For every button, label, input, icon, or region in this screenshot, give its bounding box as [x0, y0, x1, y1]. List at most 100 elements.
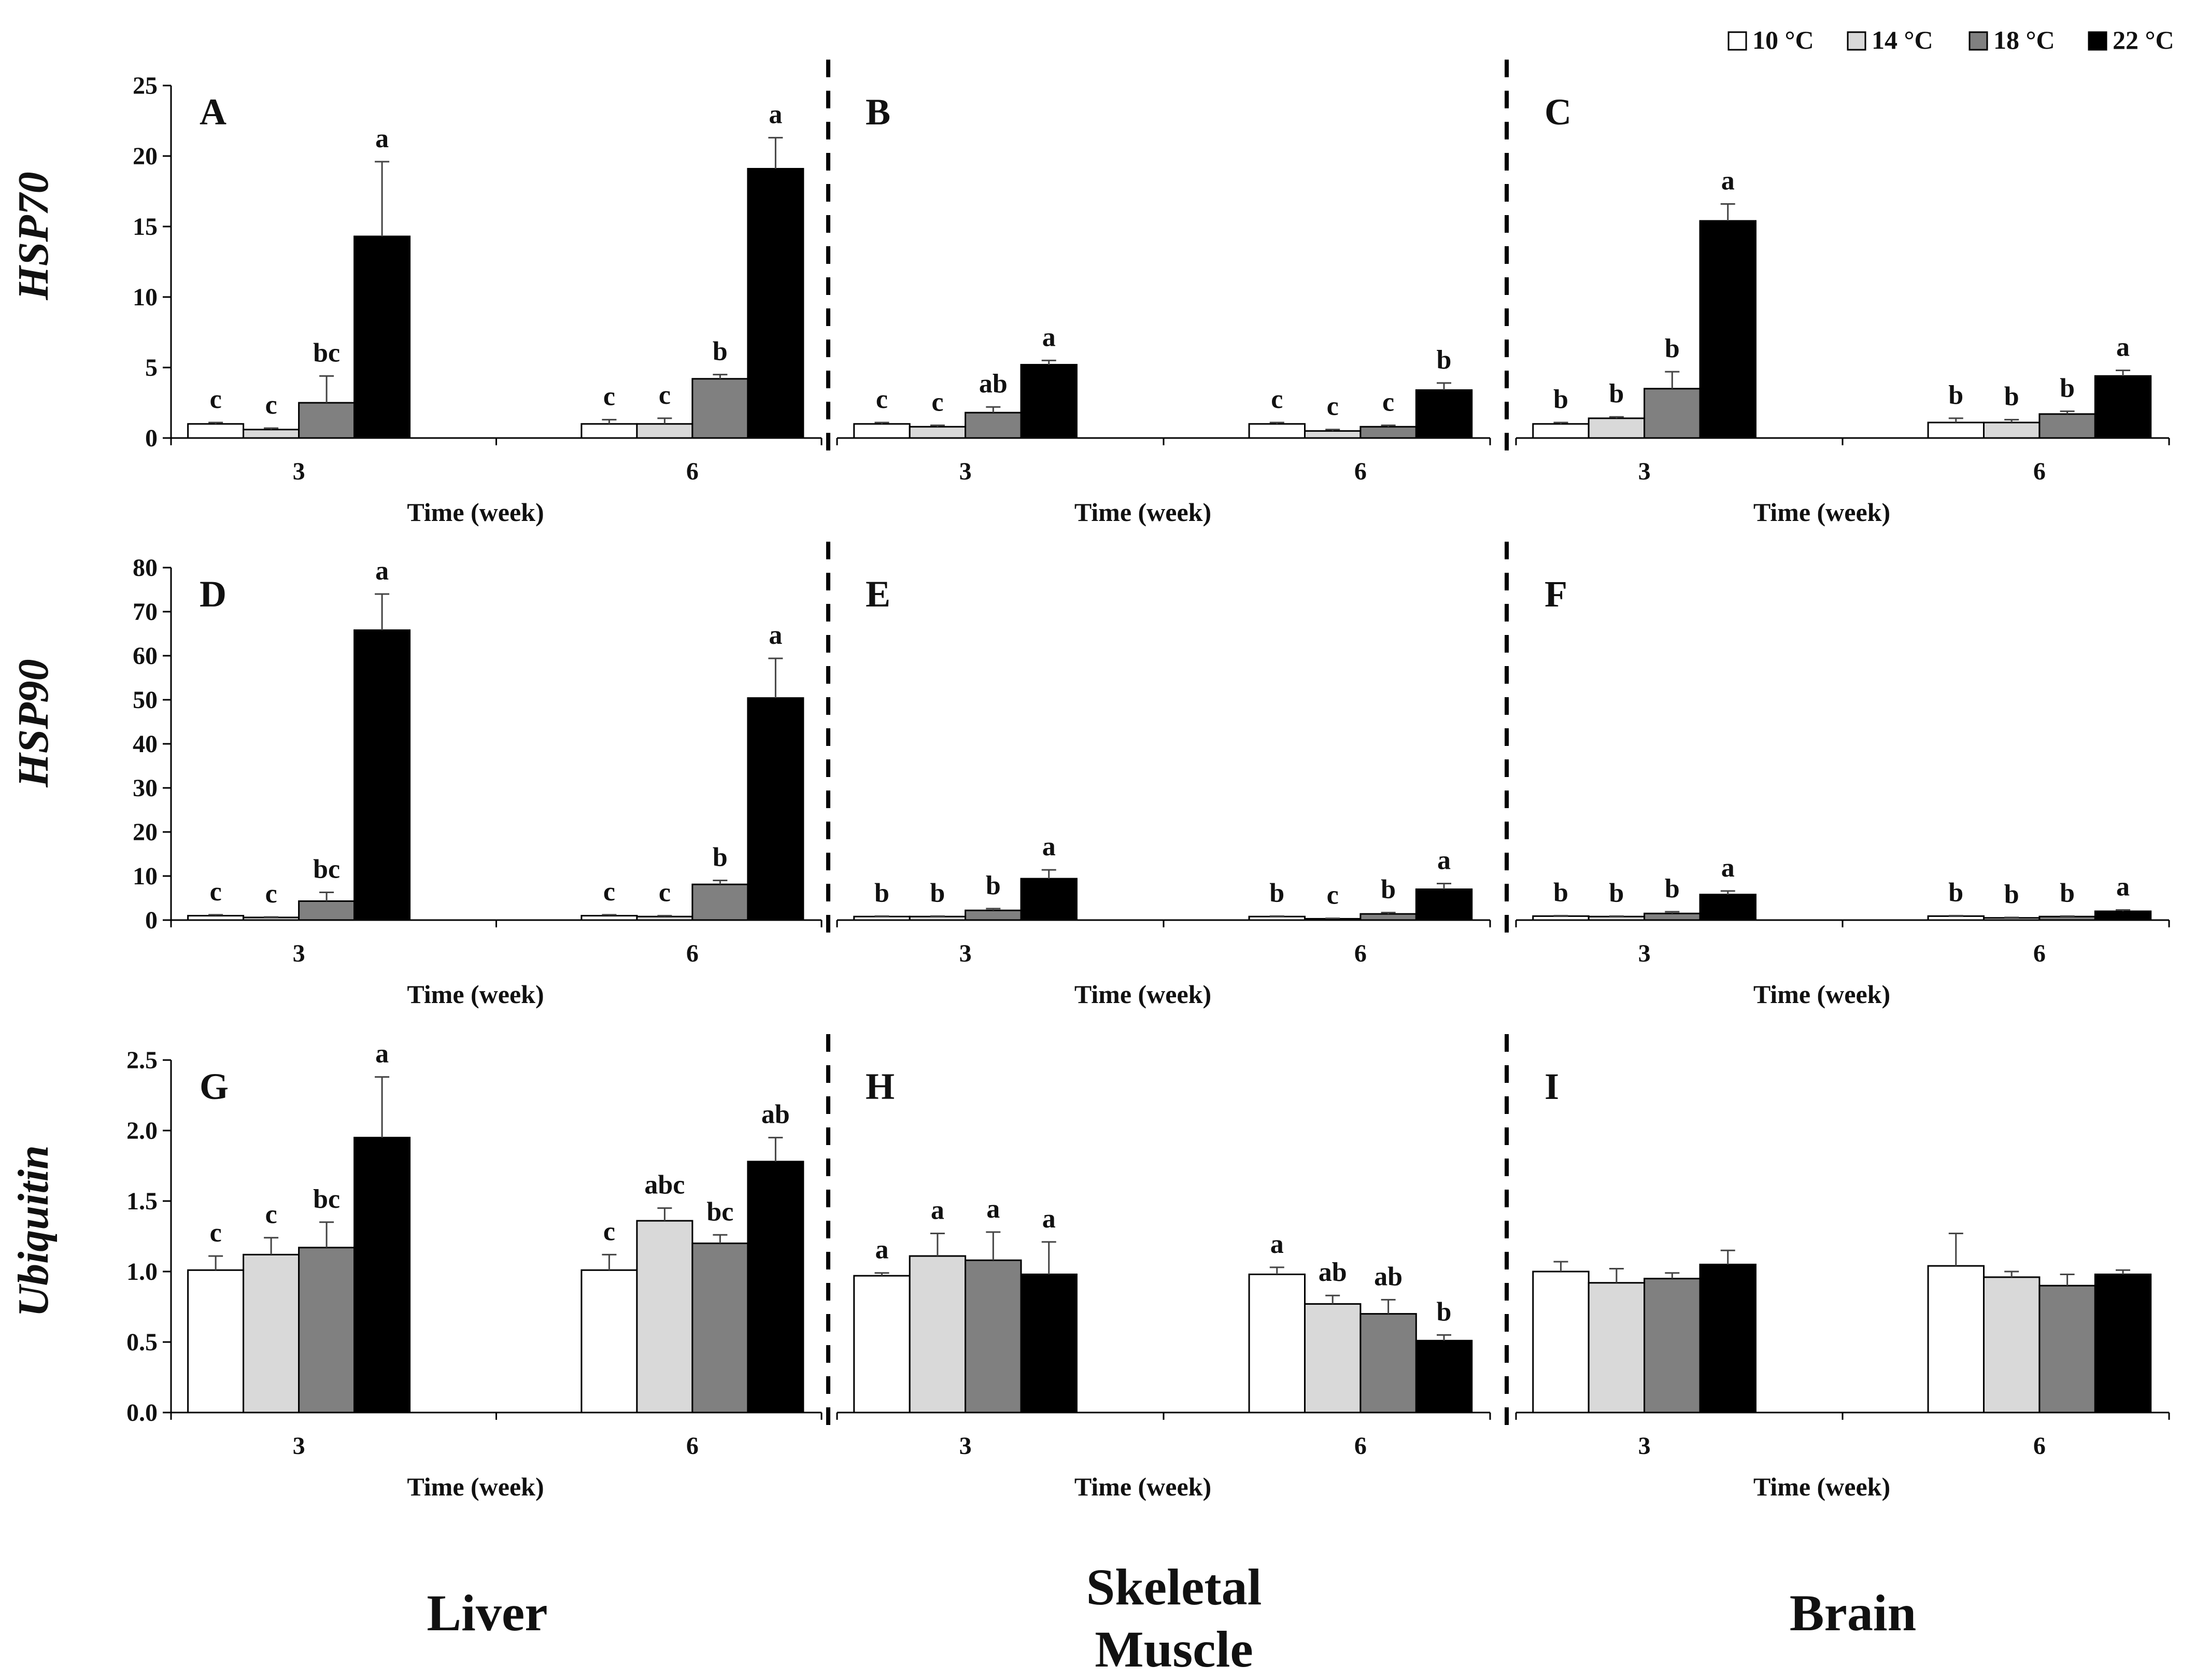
- x-axis-title: Time (week): [1074, 980, 1211, 1009]
- chart-panel-a: 0 5 10 15 20 25 c c bc a 3 c c b a 6 Time (week) A: [133, 72, 823, 527]
- significance-letter: b: [1437, 345, 1452, 375]
- chart-panel-d: 0 10 20 30 40 50 60 70 80 c c bc a 3 c c b a 6 Time (week) D: [133, 554, 823, 1009]
- significance-letter: bc: [313, 1184, 340, 1214]
- significance-letter: b: [2004, 880, 2019, 909]
- column-labels: Liver Skeletal Muscle Brain: [427, 1558, 1916, 1678]
- bar-3-14c: [909, 426, 967, 439]
- significance-letter: c: [603, 877, 615, 907]
- significance-letter: a: [986, 1194, 1000, 1224]
- significance-letter: b: [1948, 878, 1963, 908]
- column-label-line: Skeletal: [1086, 1558, 1262, 1616]
- bar-6-10c: [1248, 1273, 1306, 1414]
- significance-letter: c: [1327, 392, 1339, 421]
- significance-letter: a: [1042, 1204, 1056, 1234]
- y-tick-label: 25: [133, 72, 158, 100]
- significance-letter: b: [1948, 380, 1963, 410]
- bar-6-22c: [2094, 1273, 2152, 1414]
- column-label-line: Muscle: [1095, 1620, 1253, 1678]
- x-tick-label: 6: [686, 458, 699, 485]
- bar-3-14c: [243, 1253, 300, 1414]
- bar-3-22c: [353, 235, 411, 439]
- row-label: HSP70: [9, 172, 58, 300]
- bar-3-14c: [1588, 1282, 1646, 1414]
- legend-label: 14 °C: [1872, 25, 1933, 54]
- legend-swatch: [1727, 31, 1747, 51]
- bar-6-22c: [2094, 910, 2152, 921]
- significance-letter: b: [1665, 334, 1680, 363]
- bar-6-10c: [1927, 421, 1985, 439]
- x-axis-title: Time (week): [1753, 980, 1890, 1009]
- panel-label: H: [866, 1066, 895, 1107]
- significance-letter: a: [931, 1196, 944, 1225]
- row-label: HSP90: [9, 659, 58, 787]
- significance-letter: b: [874, 878, 889, 908]
- x-tick-label: 6: [686, 940, 699, 967]
- chart-panel-b: c c ab a 3 c c c b 6 Time (week) B: [836, 91, 1491, 527]
- bar-3-10c: [187, 1269, 245, 1414]
- bar-6-14c: [1304, 430, 1362, 439]
- row-label: Ubiquitin: [9, 1145, 58, 1317]
- bar-6-18c: [691, 378, 749, 439]
- bar-3-22c: [1699, 1263, 1757, 1414]
- bar-6-18c: [2038, 413, 2096, 439]
- bar-3-22c: [1020, 878, 1078, 921]
- significance-letter: c: [659, 380, 671, 410]
- chart-panel-e: b b b a 3 b c b a 6 Time (week) E: [836, 573, 1491, 1009]
- column-label: Liver: [427, 1584, 547, 1642]
- row-labels: HSP70 HSP90 Ubiquitin: [9, 172, 58, 1317]
- significance-letter: bc: [313, 854, 340, 884]
- significance-letter: a: [769, 620, 782, 650]
- significance-letter: a: [769, 100, 782, 130]
- legend-swatch: [1969, 31, 1988, 51]
- significance-letter: b: [2060, 878, 2075, 908]
- y-tick-label: 1.5: [126, 1188, 158, 1215]
- x-tick-label: 3: [959, 940, 972, 967]
- bar-6-10c: [1248, 915, 1306, 921]
- significance-letter: c: [210, 1218, 222, 1248]
- significance-letter: b: [1381, 875, 1396, 905]
- significance-letter: c: [265, 1200, 277, 1230]
- bar-3-18c: [298, 900, 356, 921]
- significance-letter: a: [2116, 872, 2130, 901]
- significance-letter: a: [1437, 845, 1451, 875]
- panel-label: G: [200, 1066, 229, 1107]
- significance-letter: c: [659, 878, 671, 908]
- significance-letter: c: [1327, 881, 1339, 910]
- bar-3-14c: [1588, 915, 1646, 921]
- x-tick-label: 3: [959, 458, 972, 485]
- bar-3-14c: [909, 1255, 967, 1414]
- significance-letter: a: [375, 124, 389, 153]
- y-tick-label: 20: [133, 818, 158, 846]
- significance-letter: b: [1609, 379, 1624, 408]
- x-axis-title: Time (week): [407, 1472, 544, 1501]
- legend-swatch: [1847, 31, 1866, 51]
- bar-6-14c: [636, 423, 693, 439]
- bar-6-18c: [1360, 426, 1417, 439]
- bar-3-10c: [187, 423, 245, 439]
- bar-6-22c: [1415, 389, 1473, 439]
- significance-letter: c: [210, 385, 222, 414]
- legend-item: 10 °C: [1727, 25, 1814, 54]
- y-tick-label: 2.5: [126, 1047, 158, 1074]
- bar-6-18c: [691, 883, 749, 921]
- x-tick-label: 3: [293, 458, 305, 485]
- bar-3-18c: [965, 909, 1022, 921]
- legend-label: 10 °C: [1752, 25, 1814, 54]
- y-tick-label: 0: [145, 907, 158, 934]
- bar-3-22c: [1699, 220, 1757, 439]
- x-tick-label: 3: [293, 1432, 305, 1460]
- significance-letter: a: [375, 556, 389, 586]
- significance-letter: c: [876, 385, 888, 414]
- bar-6-22c: [1415, 888, 1473, 921]
- x-tick-label: 6: [2033, 940, 2046, 967]
- bar-6-22c: [1415, 1339, 1473, 1414]
- x-tick-label: 6: [1354, 940, 1367, 967]
- bar-6-10c: [1248, 423, 1306, 439]
- y-tick-label: 5: [145, 354, 158, 382]
- legend-item: 18 °C: [1969, 25, 2055, 54]
- bar-6-18c: [691, 1243, 749, 1414]
- y-tick-label: 40: [133, 730, 158, 758]
- legend-item: 22 °C: [2088, 25, 2174, 54]
- bar-3-18c: [1644, 1278, 1701, 1414]
